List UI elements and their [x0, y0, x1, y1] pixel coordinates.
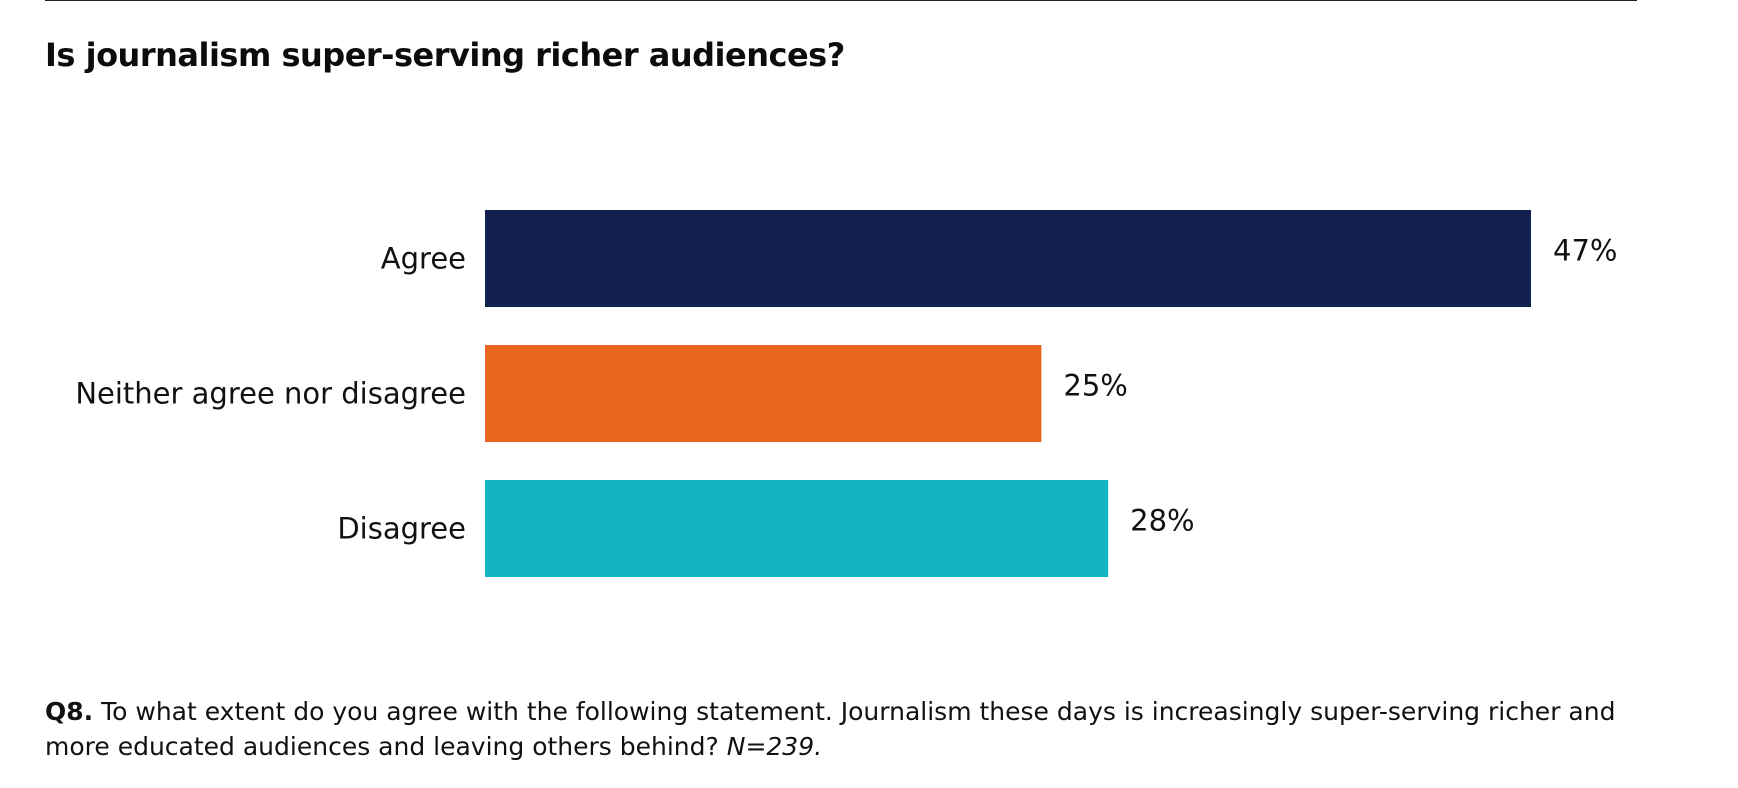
category-label-agree: Agree — [381, 242, 466, 276]
bar-neither-agree-nor-disagree — [485, 345, 1042, 442]
bar-agree — [485, 210, 1531, 307]
category-label-disagree: Disagree — [337, 512, 466, 546]
chart-title: Is journalism super-serving richer audie… — [45, 36, 845, 74]
question-text: To what extent do you agree with the fol… — [45, 697, 1616, 761]
value-label-disagree: 28% — [1130, 504, 1194, 538]
value-label-agree: 47% — [1553, 234, 1617, 268]
value-label-neither-agree-nor-disagree: 25% — [1063, 369, 1127, 403]
bar-disagree — [485, 480, 1109, 577]
sample-size: N=239. — [726, 732, 823, 761]
footnote: Q8. To what extent do you agree with the… — [45, 694, 1665, 764]
question-label: Q8. — [45, 697, 94, 726]
top-divider — [45, 0, 1637, 1]
category-label-neither-agree-nor-disagree: Neither agree nor disagree — [75, 377, 466, 411]
bar-chart: Agree 47% Neither agree nor disagree 25% Dis… — [75, 210, 1617, 577]
